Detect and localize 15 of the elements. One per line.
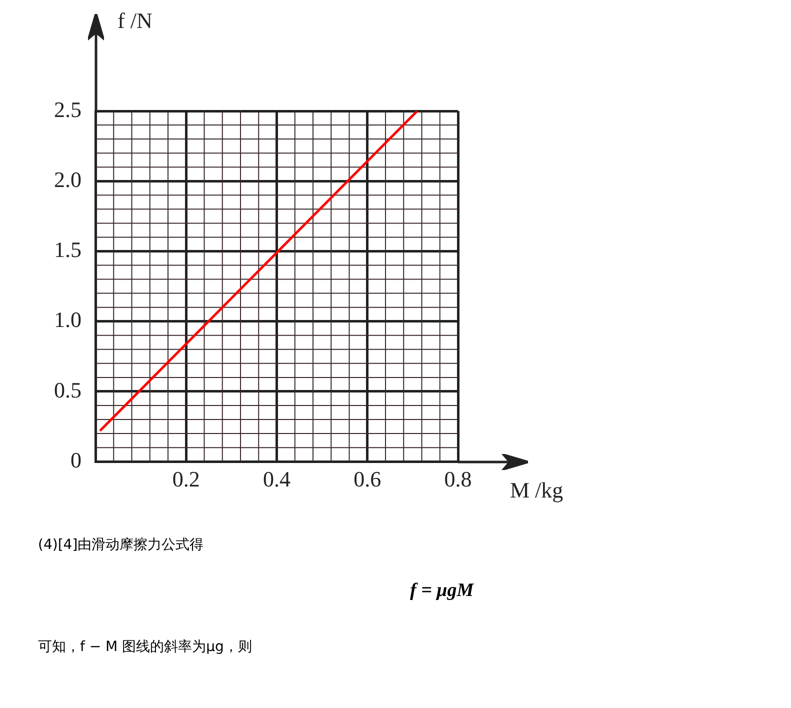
x-tick-label: 0.2	[172, 466, 200, 492]
text: 可知，f − M 图线的斜率为μg，则	[38, 638, 252, 656]
y-tick-label: 0	[70, 447, 82, 472]
y-tick-label: 2.0	[54, 166, 82, 192]
x-tick-label: 0.6	[354, 466, 382, 492]
y-tick-label: 1.5	[54, 237, 82, 262]
y-tick-label: 2.5	[54, 96, 82, 122]
x-tick-label: 0.4	[263, 466, 290, 492]
y-axis-title: f /N	[118, 8, 152, 33]
text: (4)[4]由滑动摩擦力公式得	[38, 536, 204, 554]
text: f = μgM	[410, 580, 474, 602]
x-axis-title: M /kg	[510, 477, 564, 502]
y-tick-label: 0.5	[54, 377, 82, 402]
x-tick-label: 0.8	[444, 466, 472, 492]
y-tick-label: 1.0	[54, 307, 82, 332]
